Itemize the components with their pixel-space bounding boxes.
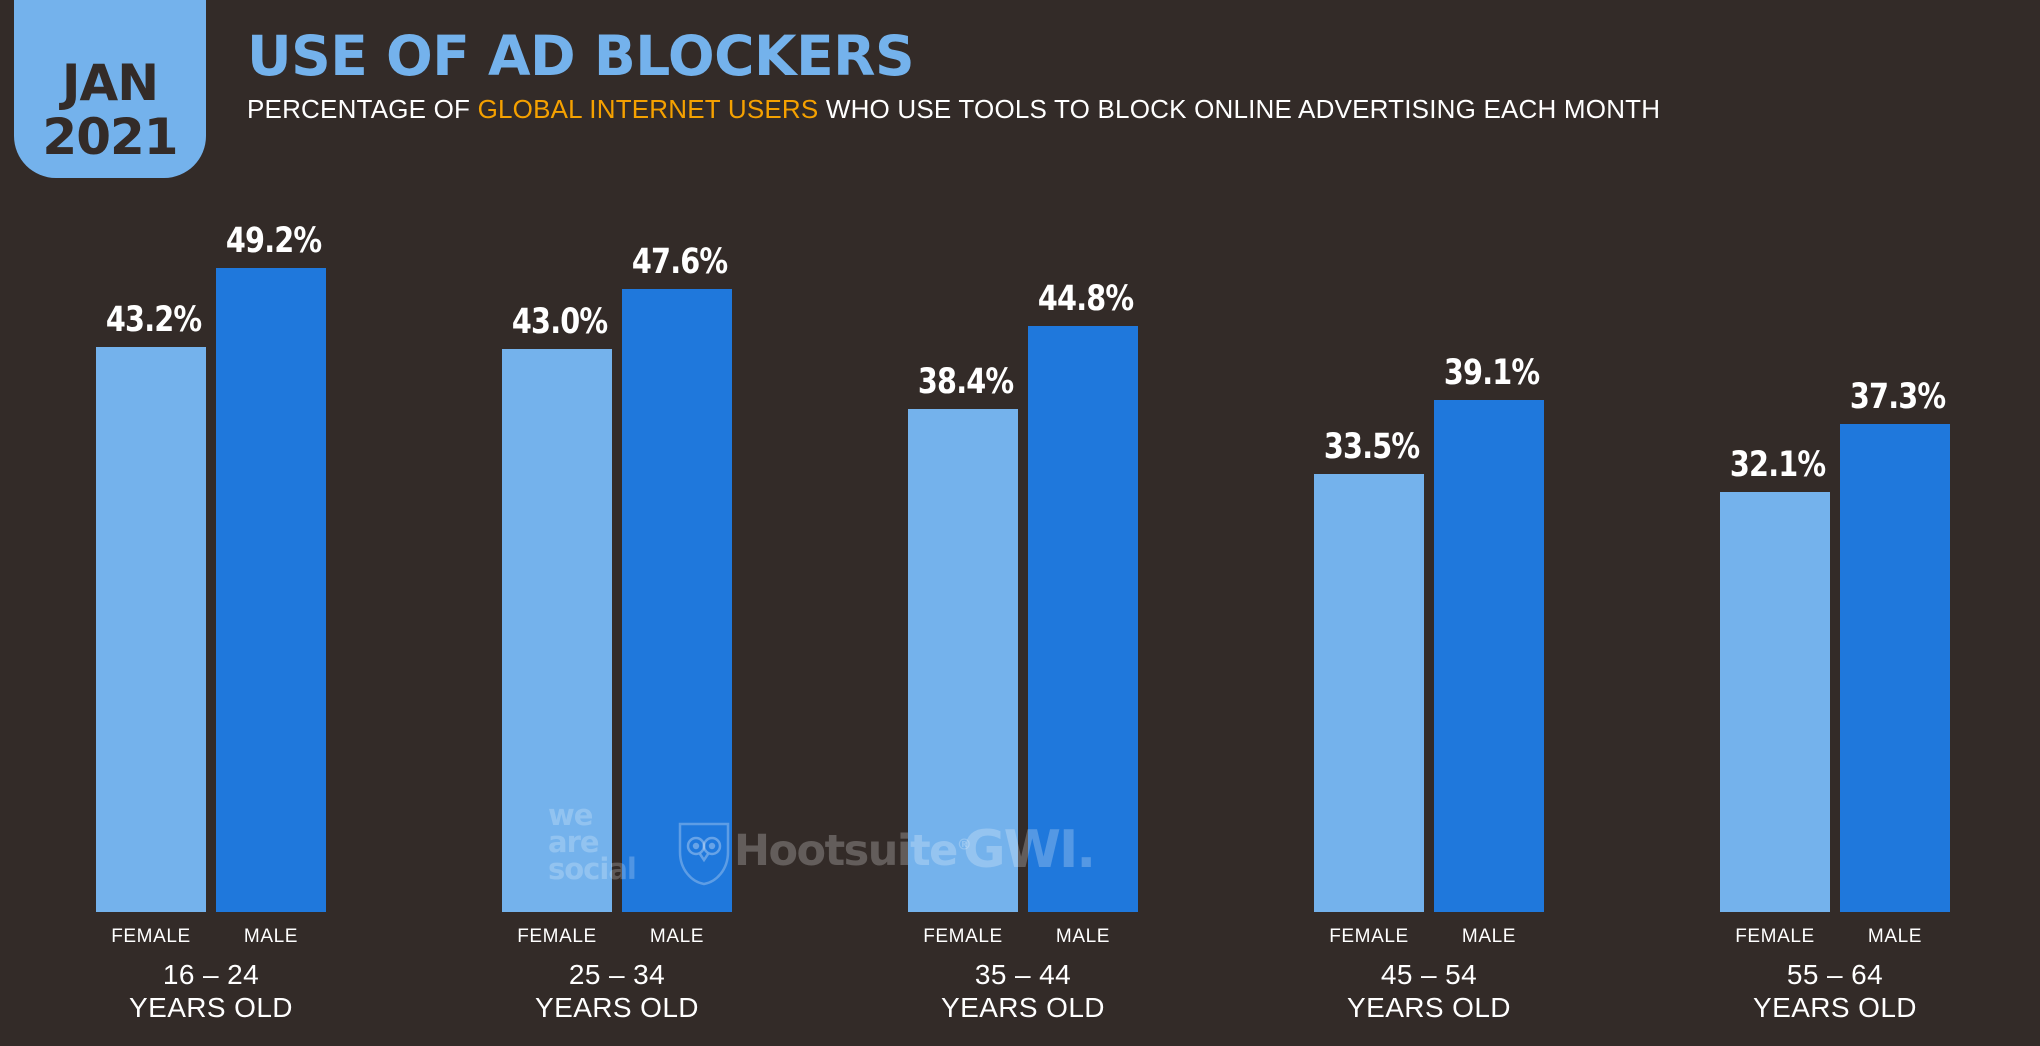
series-label-male-group-5: MALE <box>1867 926 1923 947</box>
group-label-range-1: 16 – 24 <box>162 959 260 990</box>
value-label-male-group-2: 47.6% <box>631 242 728 282</box>
group-label-1: 16 – 24 YEARS OLD <box>96 958 326 1024</box>
group-label-range-4: 45 – 54 <box>1380 959 1478 990</box>
series-label-female-group-3: FEMALE <box>923 926 1003 947</box>
subtitle-highlight: GLOBAL INTERNET USERS <box>477 94 819 124</box>
group-label-unit-1: YEARS OLD <box>129 992 293 1023</box>
value-label-male-group-1: 49.2% <box>225 221 322 261</box>
value-label-female-group-2: 43.0% <box>511 302 608 342</box>
bar-male-group-4 <box>1434 400 1544 912</box>
bar-female-group-5 <box>1720 492 1830 912</box>
date-badge-year: 2021 <box>42 108 178 166</box>
group-label-3: 35 – 44 YEARS OLD <box>908 958 1138 1024</box>
bar-female-group-2 <box>502 349 612 912</box>
bar-male-group-1 <box>216 268 326 912</box>
group-label-unit-3: YEARS OLD <box>941 992 1105 1023</box>
value-label-female-group-3: 38.4% <box>917 362 1014 402</box>
bar-male-group-2 <box>622 289 732 912</box>
group-label-5: 55 – 64 YEARS OLD <box>1720 958 1950 1024</box>
group-label-range-5: 55 – 64 <box>1786 959 1884 990</box>
date-badge-month: JAN <box>61 54 159 112</box>
value-label-female-group-1: 43.2% <box>105 300 202 340</box>
value-label-male-group-5: 37.3% <box>1849 377 1946 417</box>
bar-female-group-3 <box>908 409 1018 912</box>
series-label-male-group-1: MALE <box>243 926 299 947</box>
header: USE OF AD BLOCKERS PERCENTAGE OF GLOBAL … <box>247 26 2020 124</box>
series-label-female-group-1: FEMALE <box>111 926 191 947</box>
subtitle-suffix: WHO USE TOOLS TO BLOCK ONLINE ADVERTISIN… <box>818 94 1661 124</box>
page-subtitle: PERCENTAGE OF GLOBAL INTERNET USERS WHO … <box>247 94 2020 124</box>
group-label-range-3: 35 – 44 <box>974 959 1072 990</box>
group-label-unit-2: YEARS OLD <box>535 992 699 1023</box>
value-label-female-group-4: 33.5% <box>1323 427 1420 467</box>
series-label-female-group-2: FEMALE <box>517 926 597 947</box>
series-label-female-group-5: FEMALE <box>1735 926 1815 947</box>
bar-male-group-3 <box>1028 326 1138 912</box>
value-label-male-group-4: 39.1% <box>1443 353 1540 393</box>
group-label-unit-5: YEARS OLD <box>1753 992 1917 1023</box>
group-label-4: 45 – 54 YEARS OLD <box>1314 958 1544 1024</box>
bar-female-group-4 <box>1314 474 1424 912</box>
group-label-2: 25 – 34 YEARS OLD <box>502 958 732 1024</box>
bar-female-group-1 <box>96 347 206 912</box>
series-label-female-group-4: FEMALE <box>1329 926 1409 947</box>
group-label-unit-4: YEARS OLD <box>1347 992 1511 1023</box>
value-label-male-group-3: 44.8% <box>1037 279 1134 319</box>
group-label-range-2: 25 – 34 <box>568 959 666 990</box>
value-label-female-group-5: 32.1% <box>1729 445 1826 485</box>
bar-male-group-5 <box>1840 424 1950 912</box>
series-label-male-group-4: MALE <box>1461 926 1517 947</box>
subtitle-prefix: PERCENTAGE OF <box>247 94 478 124</box>
page-title: USE OF AD BLOCKERS <box>247 24 915 88</box>
series-label-male-group-3: MALE <box>1055 926 1111 947</box>
series-label-male-group-2: MALE <box>649 926 705 947</box>
date-badge: JAN 2021 <box>14 0 206 178</box>
